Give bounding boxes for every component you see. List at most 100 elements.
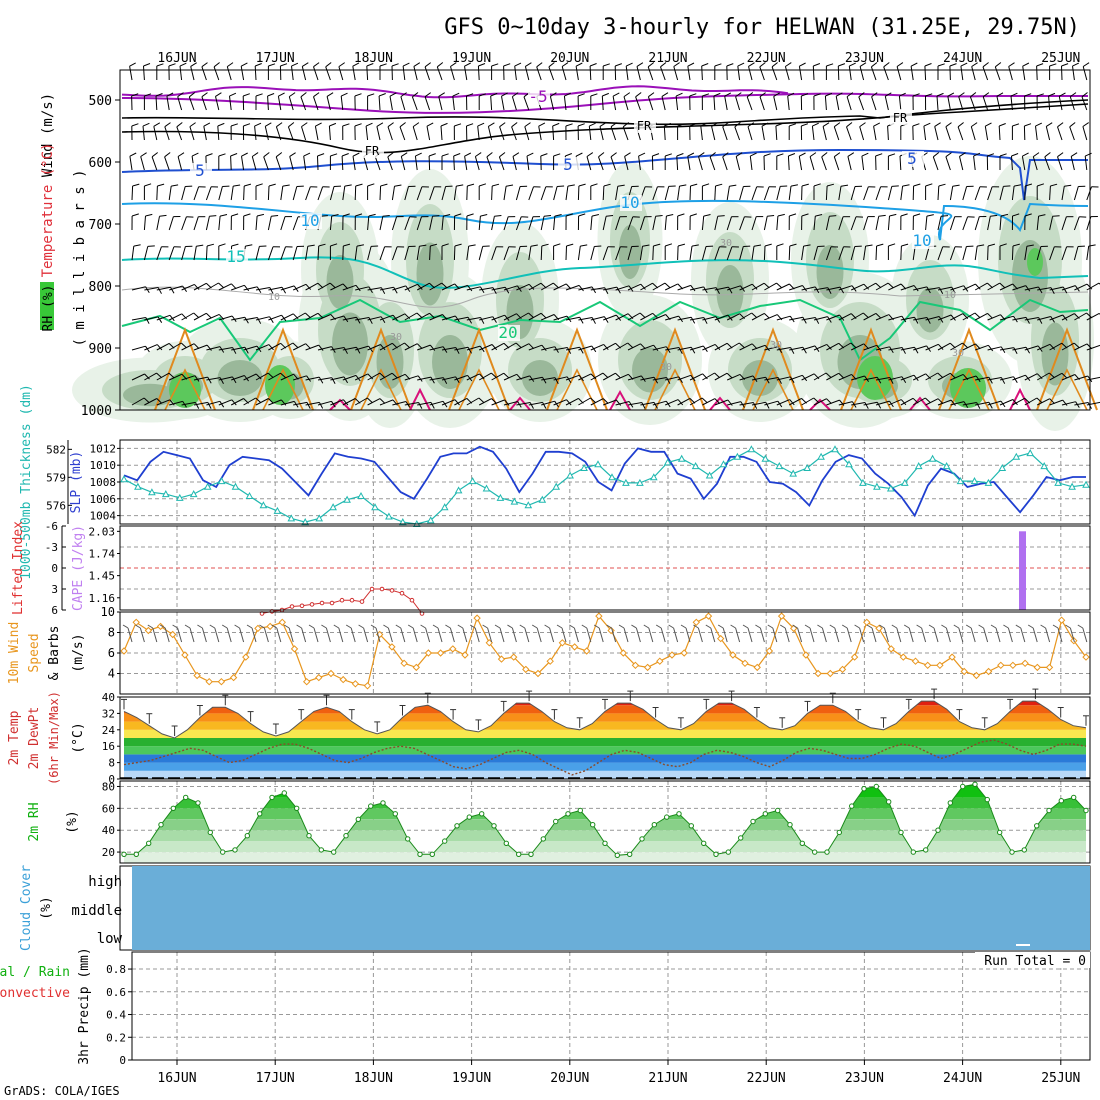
wind-barb-flag (801, 183, 809, 187)
wind-barb-flag (962, 342, 969, 349)
wind-barb (1036, 216, 1040, 231)
date-label-bottom: 24JUN (943, 1071, 982, 1086)
wind-barb-flag (594, 245, 602, 247)
wind-barb-flag (416, 343, 423, 350)
wind-barb (429, 245, 431, 261)
wind-barb (610, 126, 617, 141)
wind10-barb (834, 627, 840, 643)
wind-barb (1012, 374, 1026, 381)
wind-barb (1086, 401, 1100, 406)
wind-barb (426, 126, 431, 141)
wind-barb (477, 65, 480, 81)
wind-barb-flag (366, 397, 373, 404)
wind10-barb-flag (259, 624, 265, 629)
wind-barb-flag (664, 122, 671, 127)
wind-barb (1074, 283, 1088, 291)
wind10-marker (363, 682, 372, 690)
cloud-panel: high middle low Cloud Cover (%) (19, 865, 1091, 951)
wind10-marker (863, 618, 871, 627)
thickness-marker (134, 482, 142, 490)
wind-barb (1037, 287, 1052, 291)
wind-barb-flag (627, 342, 634, 349)
wind-barb (231, 284, 245, 291)
wind-barb (313, 96, 319, 111)
wind10-barb-flag (445, 624, 451, 629)
wind-barb-flag (391, 372, 398, 379)
wind-barb-flag (821, 152, 828, 158)
wind-barb (379, 399, 394, 406)
wind-barb-flag (615, 399, 622, 406)
wind-barb (193, 186, 200, 201)
rh2m-marker (479, 811, 485, 817)
wind-barb (578, 397, 591, 406)
pressure-tick-label: 500 (89, 94, 112, 109)
wind-barb (912, 373, 926, 381)
li-marker (319, 600, 325, 606)
wind-barb-flag (871, 92, 878, 98)
rh2m-marker (232, 847, 238, 853)
wind-barb (367, 215, 370, 231)
wind-barb (958, 96, 964, 111)
slp-tick-label: 1010 (90, 459, 117, 472)
wind-barb (610, 156, 617, 171)
wind-barb-flag (660, 62, 667, 68)
wind-barb (702, 398, 716, 406)
wind-barb-flag (454, 123, 462, 127)
wind-barb-flag (666, 214, 674, 217)
wind-barb-flag (402, 62, 410, 67)
wind-barb-flag (932, 152, 940, 158)
wind-barb (850, 283, 865, 291)
wind-barb-flag (424, 62, 432, 68)
wind-barb (342, 346, 357, 351)
wind-barb-flag (676, 153, 684, 157)
wind-barb (663, 125, 666, 141)
contour-30-spike (850, 368, 892, 411)
wind-barb-flag (988, 402, 993, 409)
wind10-barb-flag (1003, 624, 1009, 629)
cloud-level-low: low (97, 931, 123, 947)
wind-barb-flag (678, 347, 683, 354)
wind-barb-flag (711, 122, 718, 127)
rh2m-marker (725, 849, 731, 855)
wind-barb (937, 372, 951, 381)
wind-barb (454, 284, 468, 291)
wind-barb (541, 377, 556, 381)
wind-barb-flag (1048, 372, 1055, 379)
li-marker (339, 597, 345, 603)
wind-barb (305, 376, 320, 381)
wind-barb (726, 313, 740, 321)
upper-ylabel-rh: RH (%) (41, 285, 56, 332)
wind-barb-flag (616, 286, 621, 294)
wind-barb (1086, 376, 1100, 381)
wind10-barb (350, 627, 356, 643)
wind-barb (652, 282, 666, 291)
wind-barb (565, 397, 579, 406)
wind-barb (962, 402, 977, 406)
wind-barb-flag (452, 92, 460, 97)
wind-barb-flag (714, 398, 721, 404)
wind-barb (973, 156, 976, 171)
wind-barb-flag (479, 93, 486, 97)
rh2m-marker (133, 851, 140, 857)
wind-barb (727, 401, 741, 406)
wind-barb (367, 398, 381, 406)
wind10-barb-flag (519, 624, 526, 629)
wind-barb (379, 286, 394, 291)
wind-barb-flag (514, 62, 522, 67)
wind10-marker (911, 657, 920, 665)
wind-barb-flag (586, 152, 594, 157)
wind-barb-flag (802, 317, 807, 324)
wind-barb (292, 246, 298, 261)
thickness-marker (845, 460, 853, 468)
rh2m-marker (799, 840, 805, 846)
wind-barb (838, 186, 842, 201)
wind-barb-flag (803, 244, 811, 247)
wind-barb (275, 156, 282, 171)
wind-barb-flag (717, 215, 725, 217)
wind-barb (374, 156, 381, 171)
wind-barb-flag (1037, 183, 1045, 187)
wind10-barb (846, 627, 852, 643)
wind-barb-flag (764, 243, 772, 247)
wind-barb-flag (982, 92, 990, 98)
wind-barb-flag (971, 62, 978, 67)
